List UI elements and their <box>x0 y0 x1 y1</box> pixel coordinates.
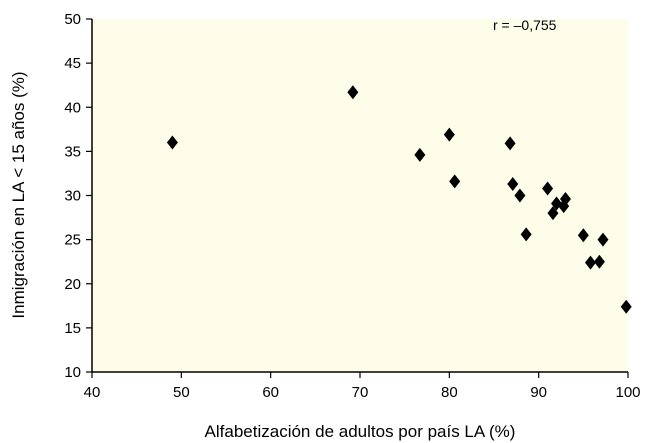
data-point <box>593 254 605 269</box>
ticks-layer: 40 50 60 70 80 90 100 10 15 20 25 30 35 40 45 50 <box>64 11 640 401</box>
y-tick-label: 40 <box>64 99 81 116</box>
x-tick-label: 50 <box>173 384 190 401</box>
data-point <box>559 192 571 207</box>
data-point <box>547 206 559 221</box>
x-tick-label: 40 <box>84 384 101 401</box>
data-point <box>504 136 516 151</box>
correlation-annotation: r = –0,755 <box>493 17 557 33</box>
data-point <box>577 228 589 243</box>
x-axis-title: Alfabetización de adultos por país LA (%… <box>205 422 516 441</box>
y-tick-label: 20 <box>64 276 81 293</box>
y-tick-label: 25 <box>64 232 81 249</box>
data-point <box>347 85 359 100</box>
data-point <box>584 255 596 270</box>
x-tick-label: 90 <box>530 384 547 401</box>
x-tick-label: 80 <box>441 384 458 401</box>
data-point <box>542 181 554 196</box>
y-axis-title: Inmigración en LA < 15 años (%) <box>9 71 28 318</box>
data-point <box>166 135 178 150</box>
y-tick-label: 30 <box>64 188 81 205</box>
data-point <box>449 174 461 189</box>
data-point <box>507 177 519 192</box>
data-point <box>620 299 632 314</box>
data-point <box>414 147 426 162</box>
y-tick-label: 10 <box>64 364 81 381</box>
x-tick-label: 70 <box>352 384 369 401</box>
x-tick-label: 60 <box>262 384 279 401</box>
plot-background <box>92 19 628 372</box>
y-tick-label: 35 <box>64 143 81 160</box>
x-tick-label: 100 <box>615 384 640 401</box>
y-tick-label: 50 <box>64 11 81 28</box>
data-point <box>520 227 532 242</box>
data-point <box>514 188 526 203</box>
data-point <box>597 232 609 247</box>
y-tick-label: 15 <box>64 320 81 337</box>
points-layer <box>166 85 632 314</box>
data-point <box>443 127 455 142</box>
y-tick-label: 45 <box>64 55 81 72</box>
